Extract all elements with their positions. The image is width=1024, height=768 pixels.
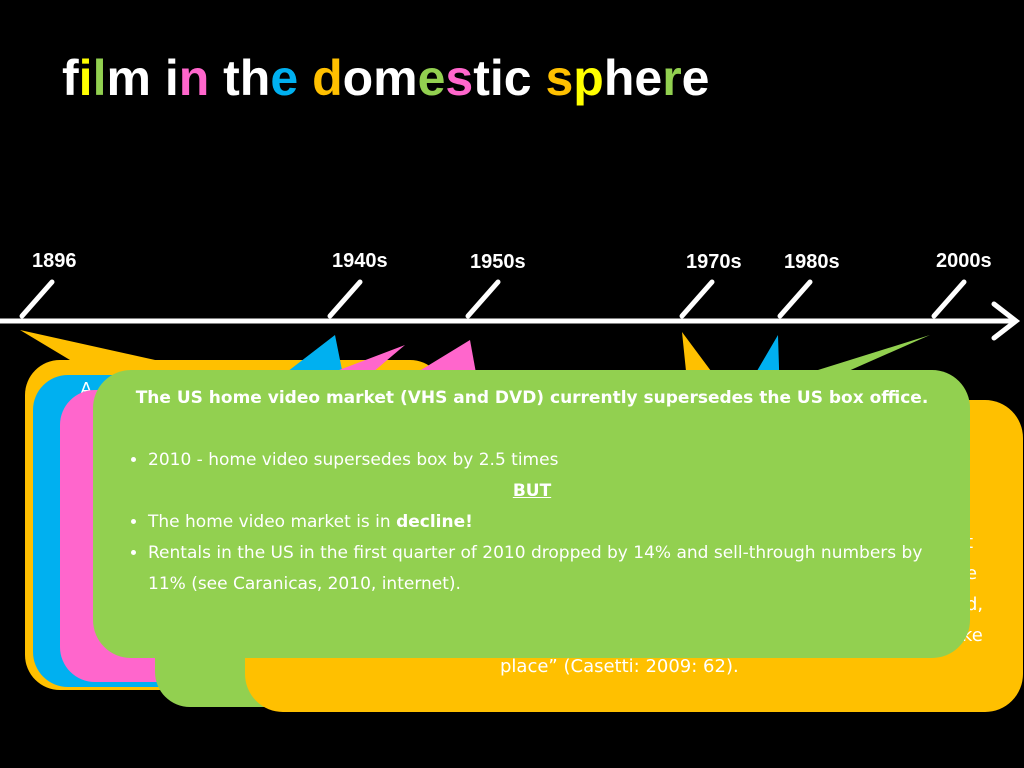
tick	[327, 279, 363, 319]
title-segment: r	[662, 50, 681, 106]
tick	[19, 279, 55, 319]
text-fragment: place” (Casetti: 2009: 62).	[500, 656, 739, 677]
heading: The US home video market (VHS and DVD) c…	[135, 388, 929, 408]
timeline-label: 1950s	[470, 251, 526, 273]
title-segment: th	[209, 50, 270, 106]
bullet: Rentals in the US in the first quarter o…	[148, 538, 956, 600]
title-segment: s	[545, 50, 573, 106]
bullet: The home video market is in decline!	[148, 507, 956, 538]
timeline	[0, 279, 1021, 341]
bullet: 2010 - home video supersedes box by 2.5 …	[148, 445, 956, 476]
text-fragment: e	[966, 563, 977, 584]
timeline-label: 1980s	[784, 251, 840, 273]
timeline-label: 1940s	[332, 250, 388, 272]
front-box-text: The US home video market (VHS and DVD) c…	[108, 383, 956, 600]
emphasis: BUT	[512, 481, 552, 501]
timeline-label: 1896	[32, 250, 77, 272]
tick	[931, 279, 967, 319]
title-segment: m i	[106, 50, 178, 106]
tick	[679, 279, 715, 319]
title-segment: e	[270, 50, 298, 106]
title-segment: l	[93, 50, 107, 106]
title-segment: s	[445, 50, 473, 106]
bullet-bold: decline!	[396, 512, 473, 532]
front-box	[93, 370, 970, 658]
title-segment: i	[79, 50, 93, 106]
title: film in the domestic sphere	[62, 50, 709, 106]
bullet-list: The home video market is in decline! Ren…	[108, 507, 956, 600]
text-fragment: d,	[966, 594, 983, 615]
title-segment: e	[682, 50, 710, 106]
title-segment: tic	[473, 50, 545, 106]
timeline-label: 1970s	[686, 251, 742, 273]
tick	[777, 279, 813, 319]
timeline-label: 2000s	[936, 250, 992, 272]
title-segment: n	[179, 50, 210, 106]
title-segment: p	[573, 50, 604, 106]
bullet-text: The home video market is in	[148, 512, 397, 532]
title-segment: d	[298, 50, 342, 106]
title-segment: e	[418, 50, 446, 106]
tick	[465, 279, 501, 319]
title-segment: he	[604, 50, 662, 106]
title-segment: f	[62, 50, 79, 106]
title-segment: om	[343, 50, 418, 106]
bullet-list: 2010 - home video supersedes box by 2.5 …	[108, 445, 956, 476]
arrow-head	[991, 301, 1021, 341]
